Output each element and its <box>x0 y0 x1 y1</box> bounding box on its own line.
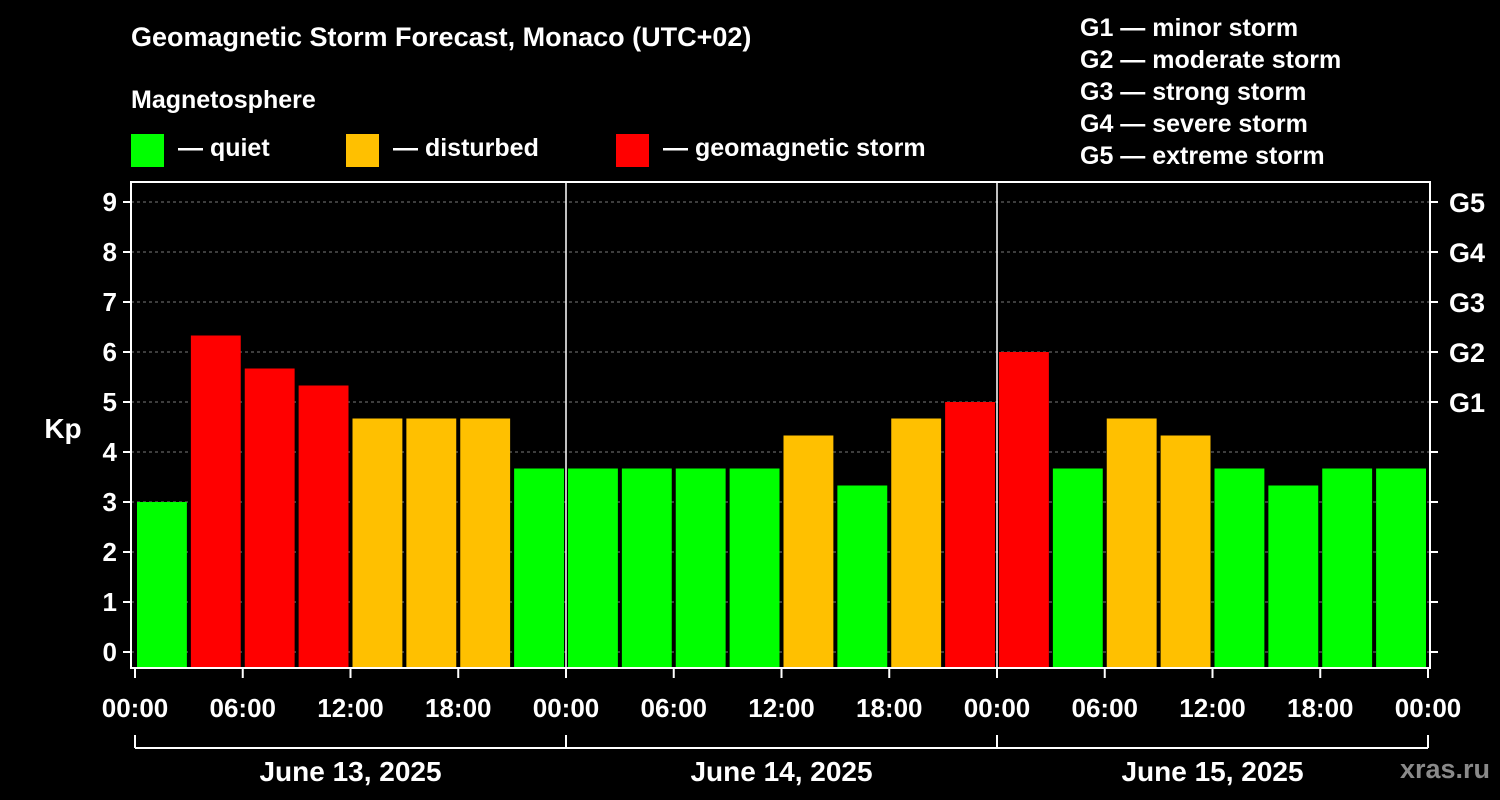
g-level-label: G5 <box>1449 188 1485 218</box>
bar <box>621 468 672 668</box>
g-scale-item: G2 — moderate storm <box>1080 46 1342 74</box>
bar <box>514 468 564 668</box>
bar <box>1214 468 1265 668</box>
x-tick-label: 00:00 <box>102 693 169 723</box>
g-scale-item: G4 — severe storm <box>1080 110 1308 138</box>
y-axis-label: Kp <box>44 413 81 444</box>
x-tick-label: 00:00 <box>533 693 600 723</box>
x-tick-label: 18:00 <box>856 693 923 723</box>
bar <box>1160 435 1211 668</box>
bar <box>783 435 834 668</box>
g-scale-item: G1 — minor storm <box>1080 14 1299 42</box>
bar <box>675 468 726 668</box>
y-tick-label: 6 <box>103 337 117 367</box>
bar <box>568 468 618 668</box>
x-tick-label: 12:00 <box>1179 693 1246 723</box>
bar <box>1376 468 1426 668</box>
x-tick-label: 06:00 <box>210 693 277 723</box>
bar <box>945 402 995 668</box>
y-tick-label: 5 <box>103 387 117 417</box>
y-tick-label: 1 <box>103 587 117 617</box>
bar <box>244 368 295 668</box>
legend-label-storm: — geomagnetic storm <box>663 134 926 162</box>
x-tick-label: 06:00 <box>1072 693 1139 723</box>
chart-title: Geomagnetic Storm Forecast, Monaco (UTC+… <box>131 22 752 52</box>
bar <box>352 418 403 668</box>
y-tick-label: 2 <box>103 537 117 567</box>
legend-label-quiet: — quiet <box>178 134 270 162</box>
bar <box>837 485 888 668</box>
bar <box>460 418 511 668</box>
g-level-label: G2 <box>1449 338 1485 368</box>
day-label: June 13, 2025 <box>259 756 441 787</box>
legend-swatch-disturbed <box>346 134 379 167</box>
bar <box>999 352 1049 668</box>
legend-swatch-storm <box>616 134 649 167</box>
y-tick-label: 0 <box>103 637 117 667</box>
day-label: June 14, 2025 <box>690 756 872 787</box>
x-tick-label: 06:00 <box>641 693 708 723</box>
x-tick-label: 12:00 <box>317 693 384 723</box>
bar <box>1268 485 1319 668</box>
bar <box>729 468 780 668</box>
legend-label-disturbed: — disturbed <box>393 134 539 162</box>
g-level-label: G4 <box>1449 238 1485 268</box>
bar <box>298 385 349 668</box>
bar <box>190 335 241 668</box>
x-tick-label: 00:00 <box>1395 693 1462 723</box>
g-scale-item: G3 — strong storm <box>1080 78 1307 106</box>
y-tick-label: 3 <box>103 487 117 517</box>
day-label: June 15, 2025 <box>1121 756 1303 787</box>
bar <box>406 418 457 668</box>
bar <box>137 502 187 668</box>
y-tick-label: 8 <box>103 237 117 267</box>
x-tick-label: 18:00 <box>1287 693 1354 723</box>
bar <box>1322 468 1373 668</box>
y-tick-label: 9 <box>103 187 117 217</box>
g-level-label: G3 <box>1449 288 1485 318</box>
legend-swatch-quiet <box>131 134 164 167</box>
y-tick-label: 4 <box>103 437 118 467</box>
y-tick-label: 7 <box>103 287 117 317</box>
bar <box>1052 468 1103 668</box>
g-scale-item: G5 — extreme storm <box>1080 142 1325 170</box>
x-tick-label: 00:00 <box>964 693 1031 723</box>
x-tick-label: 18:00 <box>425 693 492 723</box>
x-tick-label: 12:00 <box>748 693 815 723</box>
bar <box>1106 418 1157 668</box>
magnetosphere-heading: Magnetosphere <box>131 86 316 114</box>
bar <box>891 418 942 668</box>
watermark: xras.ru <box>1399 754 1490 784</box>
g-level-label: G1 <box>1449 388 1485 418</box>
